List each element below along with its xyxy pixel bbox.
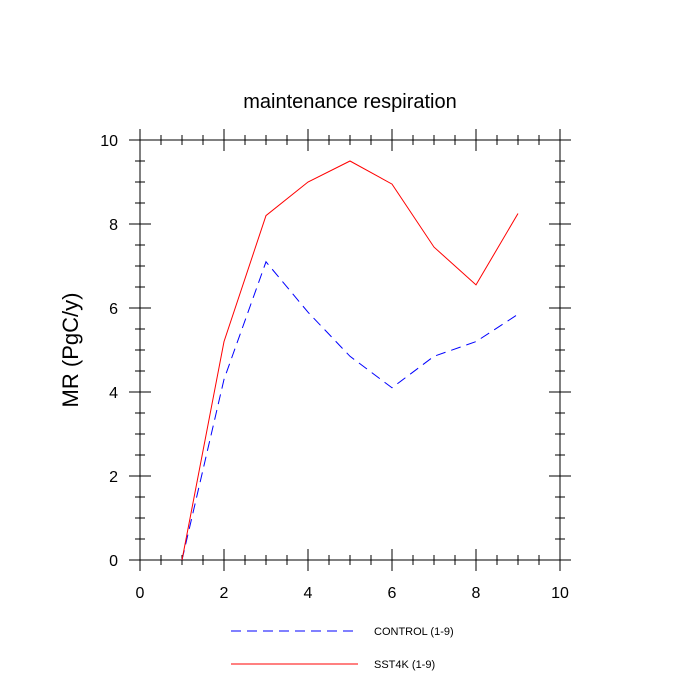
y-tick-label: 2 xyxy=(109,469,118,486)
plot-frame xyxy=(139,139,561,561)
x-tick-label: 2 xyxy=(220,585,229,602)
axis-tick-labels: 0 2 4 6 8 10 0 2 4 6 8 10 xyxy=(100,133,569,602)
series-layer xyxy=(181,160,519,561)
x-tick-label: 10 xyxy=(551,585,569,602)
series-line-control xyxy=(181,260,519,561)
legend-label: SST4K (1-9) xyxy=(374,659,435,671)
y-tick-label: 4 xyxy=(109,385,118,402)
legend: CONTROL (1-9) SST4K (1-9) xyxy=(231,626,454,671)
y-axis-label: MR (PgC/y) xyxy=(58,293,83,408)
y-tick-label: 8 xyxy=(109,217,118,234)
x-tick-label: 0 xyxy=(136,585,145,602)
series-line-sst4k xyxy=(181,160,519,561)
legend-label: CONTROL (1-9) xyxy=(374,626,454,638)
axis-ticks xyxy=(129,129,571,571)
chart-title: maintenance respiration xyxy=(243,91,456,113)
x-tick-label: 4 xyxy=(304,585,313,602)
x-tick-label: 8 xyxy=(472,585,481,602)
y-tick-label: 6 xyxy=(109,301,118,318)
x-tick-label: 6 xyxy=(388,585,397,602)
y-tick-label: 10 xyxy=(100,133,118,150)
y-tick-label: 0 xyxy=(109,553,118,570)
